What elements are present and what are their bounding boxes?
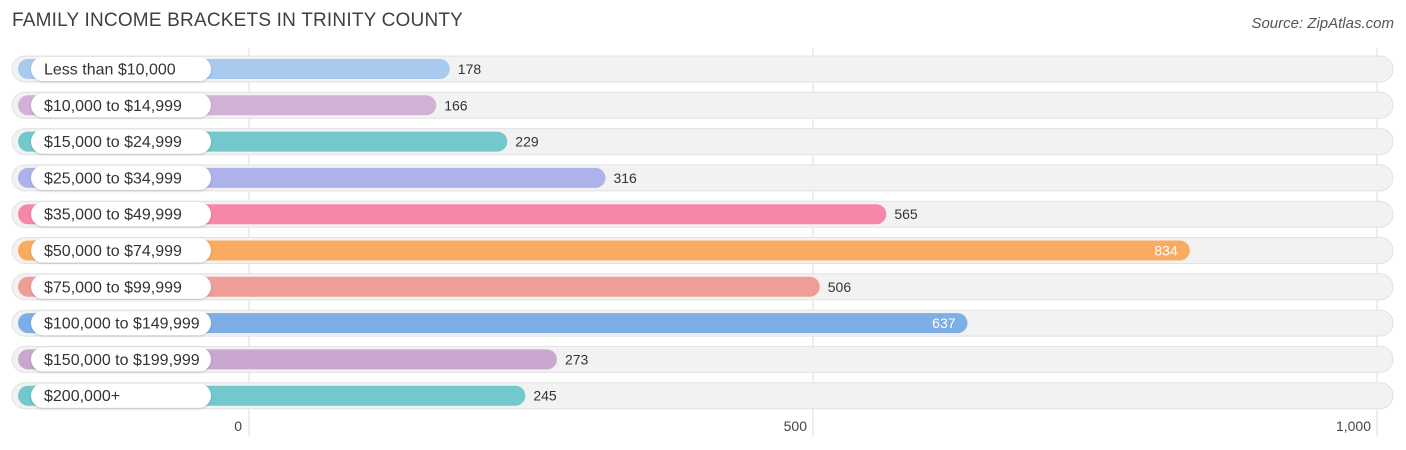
x-tick-label: 500 bbox=[784, 418, 808, 434]
category-label: $35,000 to $49,999 bbox=[44, 207, 182, 224]
category-label: $50,000 to $74,999 bbox=[44, 243, 182, 260]
value-label: 178 bbox=[458, 61, 482, 77]
category-pill bbox=[31, 311, 211, 336]
bar bbox=[18, 240, 1190, 261]
value-label: 273 bbox=[565, 351, 589, 367]
category-pill bbox=[31, 93, 211, 118]
x-tick-label: 1,000 bbox=[1336, 418, 1371, 434]
category-label: $15,000 to $24,999 bbox=[44, 134, 182, 151]
category-label: $10,000 to $14,999 bbox=[44, 98, 182, 115]
bar bbox=[18, 204, 887, 225]
category-label: $75,000 to $99,999 bbox=[44, 279, 182, 296]
category-pill bbox=[31, 383, 211, 408]
value-label: 316 bbox=[613, 170, 637, 186]
x-tick-label: 0 bbox=[234, 418, 242, 434]
category-pill bbox=[31, 238, 211, 263]
bar bbox=[18, 313, 968, 334]
category-label: Less than $10,000 bbox=[44, 62, 176, 79]
value-label: 245 bbox=[533, 388, 557, 404]
value-label: 565 bbox=[894, 206, 918, 222]
category-pill bbox=[31, 274, 211, 299]
value-label: 637 bbox=[932, 315, 956, 331]
category-pill bbox=[31, 347, 211, 372]
category-label: $25,000 to $34,999 bbox=[44, 170, 182, 187]
category-pill bbox=[31, 202, 211, 227]
value-label: 166 bbox=[444, 97, 468, 113]
source-note: Source: ZipAtlas.com bbox=[1251, 15, 1394, 32]
category-pill bbox=[31, 165, 211, 190]
value-label: 506 bbox=[828, 279, 852, 295]
category-pill bbox=[31, 57, 211, 81]
bar bbox=[18, 276, 820, 297]
chart-title: FAMILY INCOME BRACKETS IN TRINITY COUNTY bbox=[12, 10, 464, 31]
value-label: 834 bbox=[1154, 243, 1178, 259]
category-pill bbox=[31, 129, 211, 154]
category-label: $100,000 to $149,999 bbox=[44, 316, 200, 333]
category-label: $200,000+ bbox=[44, 388, 120, 405]
category-label: $150,000 to $199,999 bbox=[44, 352, 200, 369]
value-label: 229 bbox=[515, 134, 539, 150]
